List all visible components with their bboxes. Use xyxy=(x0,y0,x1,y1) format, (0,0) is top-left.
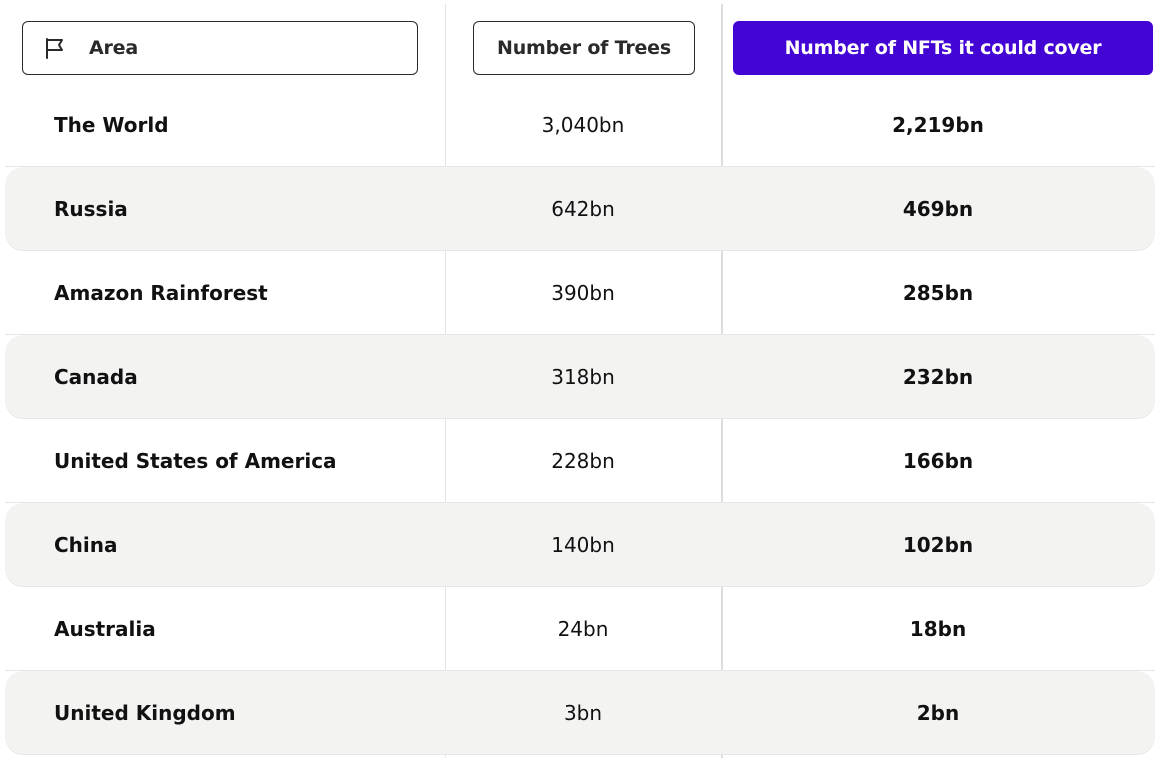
trees-cell: 140bn xyxy=(551,533,615,557)
trees-cell: 3,040bn xyxy=(541,113,625,137)
area-cell: United States of America xyxy=(54,449,337,473)
trees-cell: 642bn xyxy=(551,197,615,221)
trees-column-header[interactable]: Number of Trees xyxy=(473,21,695,75)
table-row: Amazon Rainforest 390bn 285bn xyxy=(5,251,1155,335)
area-cell: Russia xyxy=(54,197,128,221)
trees-cell: 318bn xyxy=(551,365,615,389)
trees-cell: 228bn xyxy=(551,449,615,473)
nfts-column-header[interactable]: Number of NFTs it could cover xyxy=(733,21,1153,75)
nfts-cell: 2bn xyxy=(916,701,960,725)
area-cell: The World xyxy=(54,113,169,137)
table-row: The World 3,040bn 2,219bn xyxy=(5,83,1155,167)
area-cell: Amazon Rainforest xyxy=(54,281,268,305)
area-cell: Canada xyxy=(54,365,138,389)
table-row: Australia 24bn 18bn xyxy=(5,587,1155,671)
area-column-header[interactable]: Area xyxy=(22,21,418,75)
nfts-cell: 469bn xyxy=(902,197,974,221)
table-row: Canada 318bn 232bn xyxy=(5,335,1155,419)
area-cell: China xyxy=(54,533,118,557)
trees-cell: 3bn xyxy=(563,701,603,725)
nfts-header-label: Number of NFTs it could cover xyxy=(784,37,1102,59)
nfts-cell: 18bn xyxy=(909,617,967,641)
trees-header-label: Number of Trees xyxy=(497,37,671,59)
table-row: United Kingdom 3bn 2bn xyxy=(5,671,1155,755)
flag-icon xyxy=(43,36,69,60)
table-row: United States of America 228bn 166bn xyxy=(5,419,1155,503)
table-row: Russia 642bn 469bn xyxy=(5,167,1155,251)
nfts-cell: 166bn xyxy=(902,449,974,473)
trees-nfts-table: Area Number of Trees Number of NFTs it c… xyxy=(5,4,1155,758)
table-header: Area Number of Trees Number of NFTs it c… xyxy=(5,4,1155,83)
nfts-cell: 232bn xyxy=(902,365,974,389)
nfts-cell: 102bn xyxy=(902,533,974,557)
trees-cell: 390bn xyxy=(551,281,615,305)
table-row: China 140bn 102bn xyxy=(5,503,1155,587)
area-header-label: Area xyxy=(89,37,138,59)
table-body: The World 3,040bn 2,219bn Russia 642bn 4… xyxy=(5,83,1155,755)
nfts-cell: 285bn xyxy=(902,281,974,305)
trees-cell: 24bn xyxy=(557,617,609,641)
area-cell: Australia xyxy=(54,617,156,641)
nfts-cell: 2,219bn xyxy=(892,113,984,137)
area-cell: United Kingdom xyxy=(54,701,236,725)
